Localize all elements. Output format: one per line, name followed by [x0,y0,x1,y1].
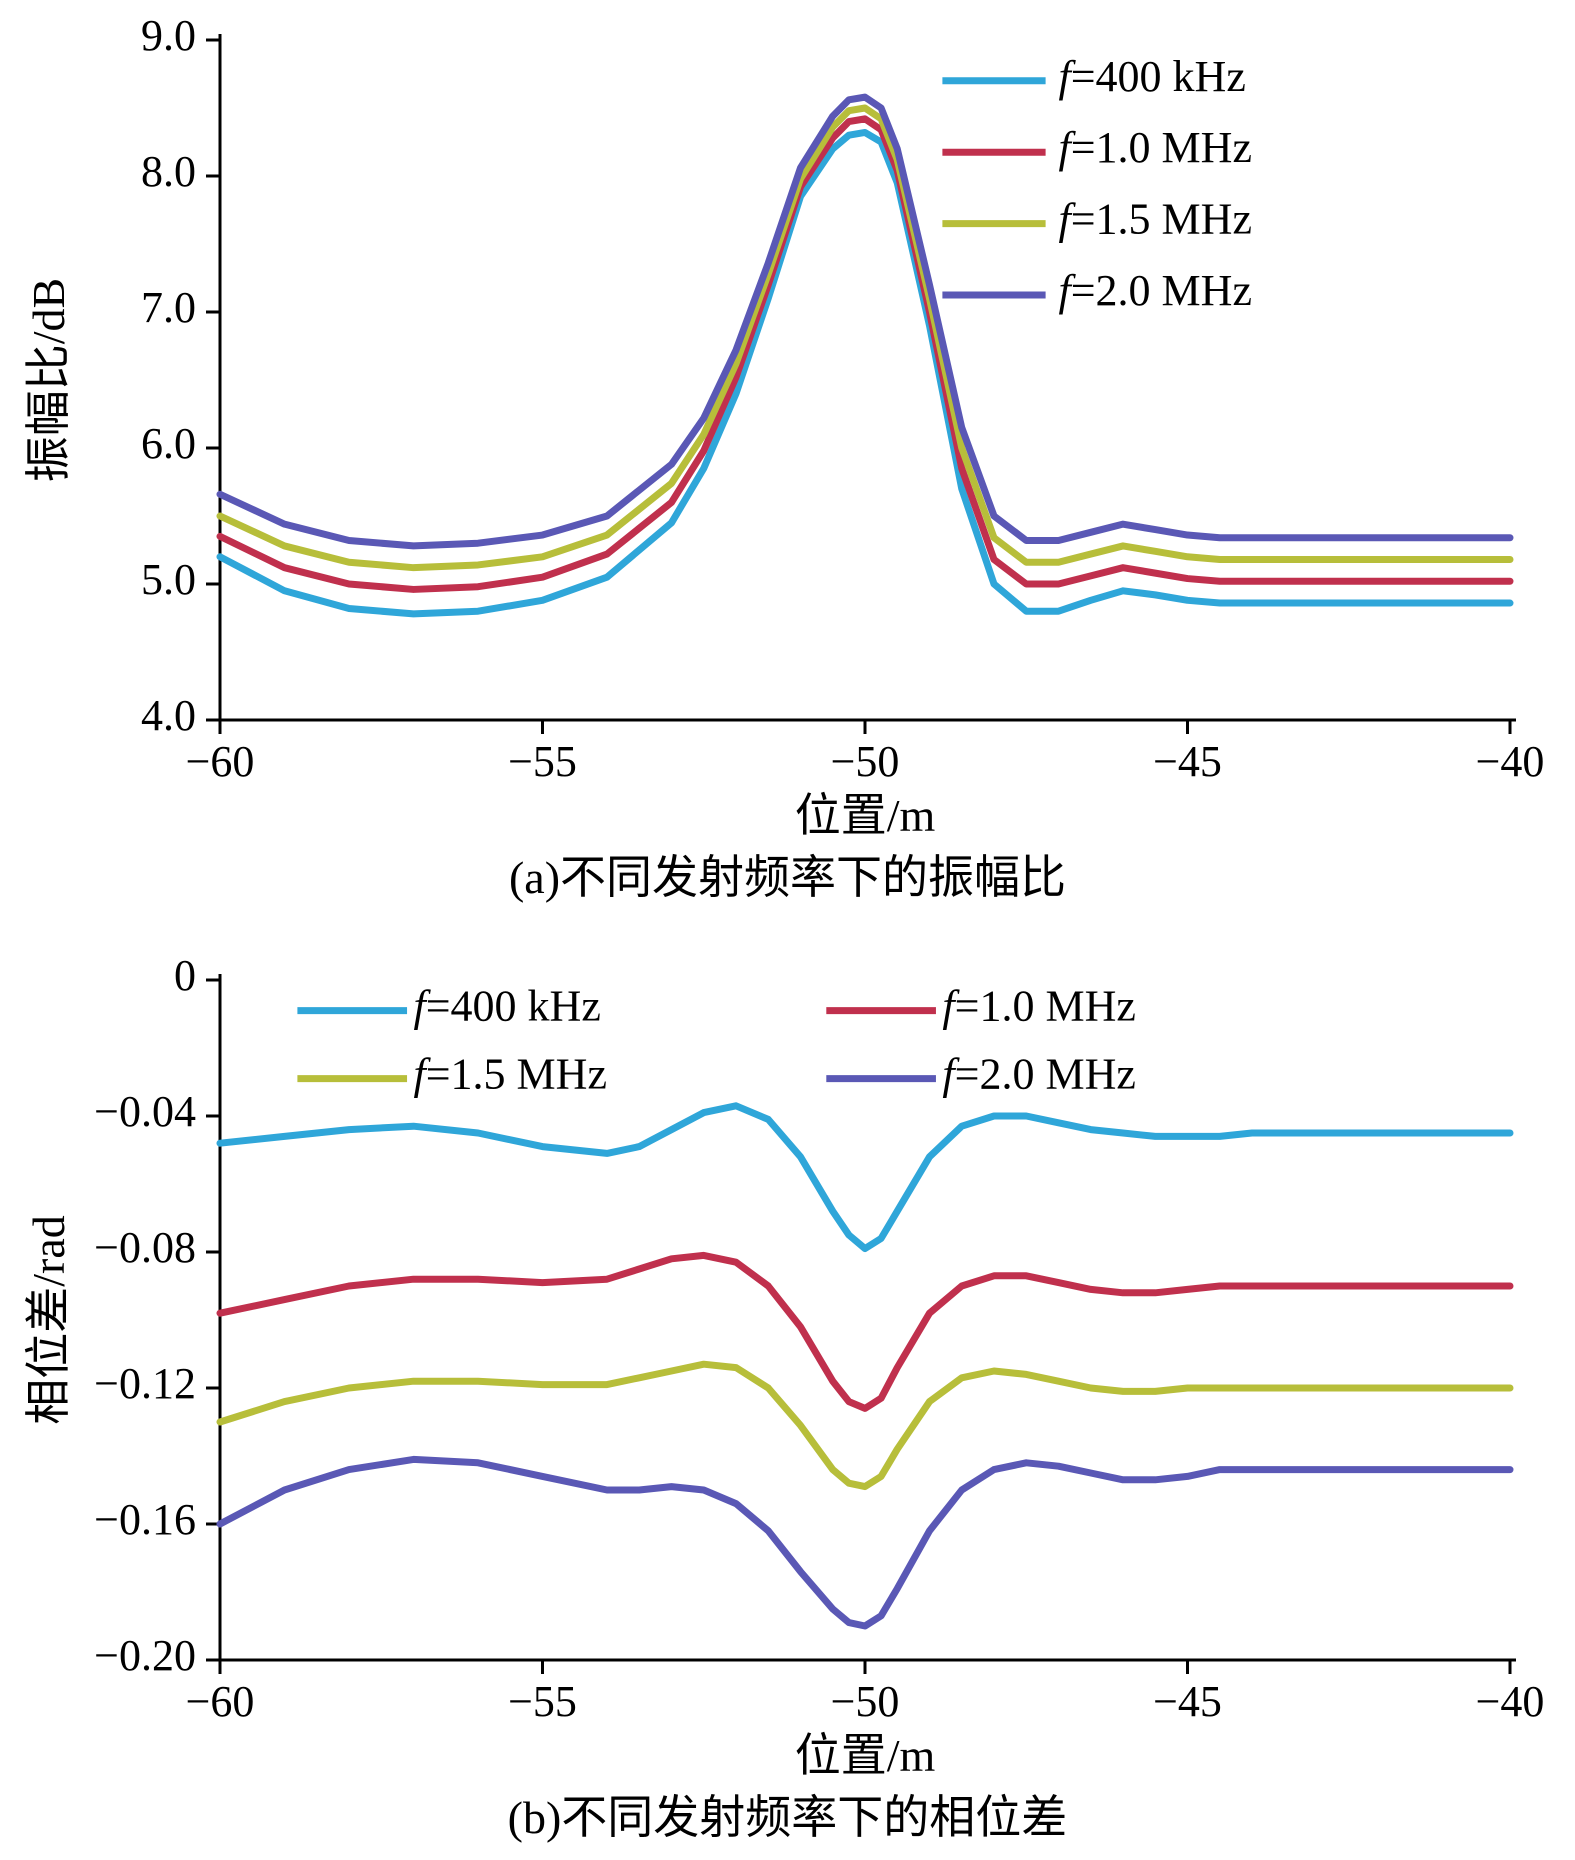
svg-text:−60: −60 [186,737,255,786]
panel-a-svg: 4.0 5.0 6.0 7.0 8.0 9.0 −60 −55 −50 −45 −40 位置/m 振幅比… [0,0,1575,900]
legend-label: f=2.0 MHz [1059,266,1252,315]
svg-text:0: 0 [174,951,196,1000]
svg-text:−60: −60 [186,1677,255,1726]
series-s400k [220,132,1510,613]
svg-text:振幅比/dB: 振幅比/dB [23,278,74,482]
legend-label: f=1.0 MHz [942,982,1135,1031]
legend-label: f=400 kHz [1059,52,1246,101]
svg-text:−50: −50 [831,1677,900,1726]
series-s2p0M [220,97,1510,546]
svg-text:−40: −40 [1476,737,1545,786]
series-s1p0M [220,119,1510,590]
svg-text:−50: −50 [831,737,900,786]
legend-label: f=2.0 MHz [942,1050,1135,1099]
svg-text:相位差/rad: 相位差/rad [23,1215,74,1425]
series-s1p5M [220,108,1510,568]
legend-label: f=1.5 MHz [414,1050,607,1099]
svg-text:−0.12: −0.12 [94,1359,196,1408]
panel-b-caption: (b)不同发射频率下的相位差 [0,1781,1575,1847]
svg-text:−0.04: −0.04 [94,1087,196,1136]
svg-text:7.0: 7.0 [141,283,196,332]
svg-text:8.0: 8.0 [141,147,196,196]
svg-text:6.0: 6.0 [141,419,196,468]
svg-text:−55: −55 [508,1677,577,1726]
legend-label: f=1.0 MHz [1059,123,1252,172]
svg-text:−40: −40 [1476,1677,1545,1726]
svg-text:−45: −45 [1153,737,1222,786]
legend-label: f=400 kHz [414,982,601,1031]
legend-label: f=1.5 MHz [1059,195,1252,244]
svg-text:−0.08: −0.08 [94,1223,196,1272]
svg-text:4.0: 4.0 [141,691,196,740]
svg-text:5.0: 5.0 [141,555,196,604]
svg-text:位置/m: 位置/m [795,790,936,841]
panel-b-svg: −0.20 −0.16 −0.12 −0.08 −0.04 0 −60 −55 −50 −45 −4… [0,940,1575,1840]
svg-text:−55: −55 [508,737,577,786]
svg-text:−0.20: −0.20 [94,1631,196,1680]
figure-page: 4.0 5.0 6.0 7.0 8.0 9.0 −60 −55 −50 −45 −40 位置/m 振幅比… [0,0,1575,1860]
svg-text:−45: −45 [1153,1677,1222,1726]
svg-text:9.0: 9.0 [141,11,196,60]
panel-a-caption: (a)不同发射频率下的振幅比 [0,841,1575,907]
series-s400k [220,1106,1510,1249]
svg-text:位置/m: 位置/m [795,1730,936,1781]
svg-text:−0.16: −0.16 [94,1495,196,1544]
